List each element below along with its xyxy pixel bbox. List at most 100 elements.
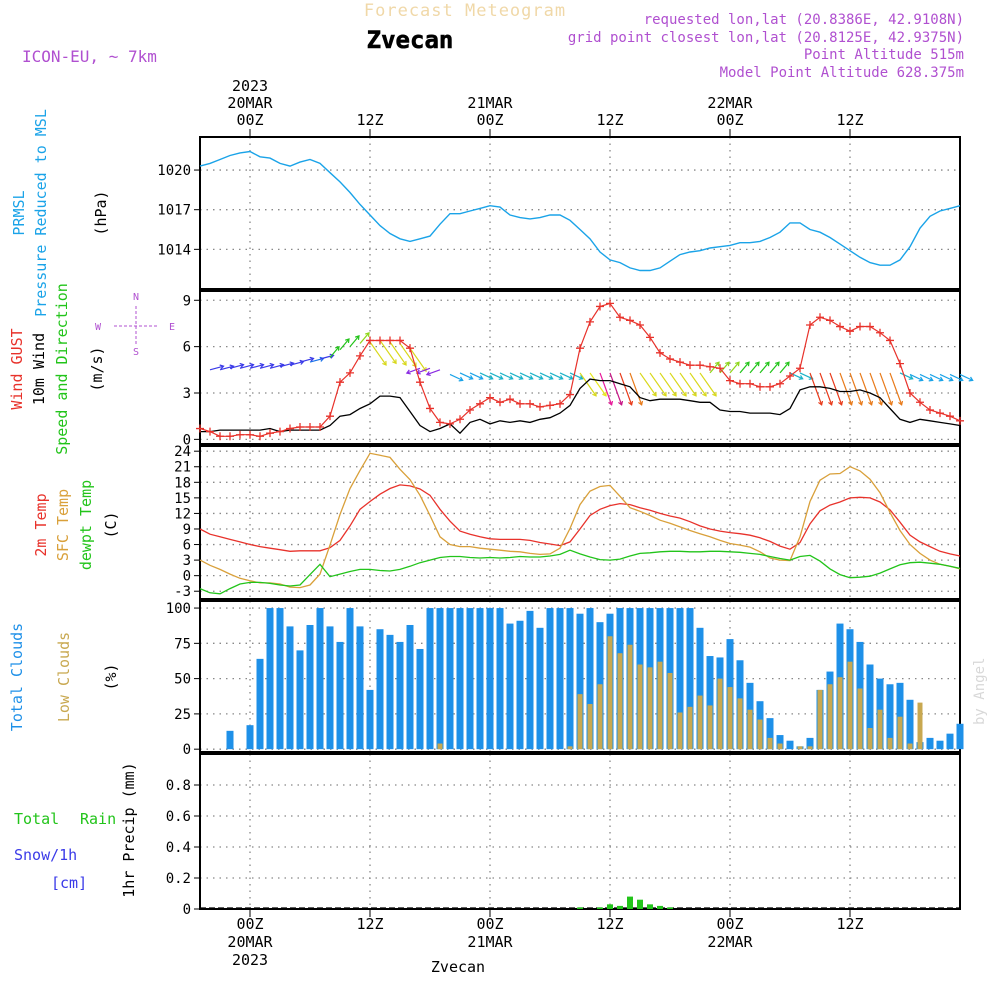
wind-gust-marker — [606, 299, 614, 308]
total-cloud-bar — [436, 608, 444, 750]
wind-gust-marker — [736, 379, 744, 388]
temp-2m-label: 2m Temp — [32, 493, 50, 556]
low-cloud-bar — [617, 653, 623, 750]
wind-arrow-head — [468, 375, 474, 380]
wind-gust-marker — [696, 361, 704, 370]
rain-bar — [627, 896, 633, 909]
wind-gust-marker — [506, 395, 514, 404]
total-cloud-bar — [496, 608, 504, 750]
total-label: Total — [14, 810, 59, 828]
wind-gust-marker — [476, 399, 484, 408]
total-cloud-bar — [426, 608, 434, 750]
wind-gust-marker — [836, 322, 844, 331]
wind-gust-marker — [296, 423, 304, 431]
wind-arrow-shaft — [389, 341, 407, 366]
wind-arrow-head — [735, 361, 740, 367]
wind-gust-marker — [516, 399, 524, 408]
wind-arrow-shaft — [426, 369, 441, 376]
total-cloud-bar — [306, 624, 314, 750]
low-cloud-bar — [757, 719, 763, 750]
wind-arrow-shaft — [589, 372, 607, 397]
wind-arrow-shaft — [889, 372, 903, 406]
rain-label: Rain — [80, 810, 116, 828]
total-cloud-bar — [486, 608, 494, 750]
wind-arrow-head — [412, 362, 417, 368]
x-tick-label: 2023 — [232, 77, 268, 95]
wind-arrow-head — [458, 376, 464, 382]
wind-gust-marker — [416, 378, 424, 387]
wind-arrow-head — [725, 361, 730, 367]
low-cloud-bar — [597, 684, 603, 750]
wind-arrow-head — [392, 359, 397, 365]
low-cloud-bar — [647, 667, 653, 750]
wind-arrow-head — [528, 375, 534, 380]
wind-arrow-head — [785, 361, 790, 367]
compass-north: N — [133, 292, 139, 303]
y-tick-label: 0 — [183, 432, 191, 448]
wind-arrow-shaft — [749, 361, 760, 374]
wind-gust-marker — [396, 336, 404, 345]
wind-arrow-head — [898, 400, 904, 406]
wind-gust-marker — [906, 389, 914, 397]
wind-arrow-head — [968, 376, 974, 382]
temp-2m-line — [199, 484, 961, 557]
precip-unit-label: 1hr Precip (mm) — [120, 762, 138, 897]
wind-arrow-head — [662, 391, 667, 397]
low-cloud-bar — [697, 695, 703, 750]
wind-gust-marker — [356, 351, 364, 360]
low-cloud-bar — [807, 746, 813, 750]
x-tick-label: 12Z — [836, 111, 863, 129]
wind-gust-marker — [496, 398, 504, 407]
wind-arrow-head — [958, 376, 964, 382]
wind-arrow-shaft — [599, 372, 613, 406]
panel-frame-wind — [199, 290, 961, 445]
wind-arrow-head — [652, 391, 657, 397]
wind-gust-marker — [366, 336, 374, 345]
wind-gust-marker — [546, 401, 554, 410]
y-tick-label: 12 — [174, 506, 191, 522]
y-tick-label: 9 — [183, 293, 191, 309]
wind-arrow-shaft — [769, 361, 780, 374]
wind-arrow-head — [918, 376, 924, 382]
total-cloud-bar — [806, 737, 814, 750]
low-clouds-label: Low Clouds — [55, 632, 73, 722]
low-cloud-bar — [897, 716, 903, 750]
wind-gust-marker — [926, 406, 934, 414]
wind-arrow-shaft — [539, 372, 553, 380]
wind-arrow-head — [558, 375, 564, 380]
wind-gust-marker — [956, 416, 964, 425]
wind-gust-marker — [786, 372, 794, 380]
total-cloud-bar — [276, 608, 284, 750]
wind-gust-marker — [716, 364, 724, 373]
snow-label: Snow/1h — [14, 846, 77, 864]
wind-arrow-head — [868, 400, 874, 406]
low-cloud-bar — [577, 694, 583, 750]
x-tick-label: 12Z — [836, 915, 863, 933]
wind-arrow-shaft — [819, 372, 833, 406]
wind-arrow-head — [498, 375, 504, 380]
wind-arrow-head — [828, 400, 834, 406]
wind-arrow-head — [365, 331, 370, 337]
watermark: by Angel — [972, 658, 988, 725]
y-tick-label: 3 — [183, 553, 191, 569]
y-tick-label: 0.6 — [166, 809, 191, 825]
y-tick-label: 0.2 — [166, 871, 191, 887]
x-tick-label: 12Z — [356, 915, 383, 933]
low-cloud-bar — [737, 698, 743, 750]
wind-gust-marker — [806, 321, 814, 329]
x-tick-label: 00Z — [716, 111, 743, 129]
low-cloud-bar — [867, 728, 873, 750]
wind-arrow-shaft — [279, 362, 294, 368]
wind-arrow-shaft — [479, 372, 493, 380]
wind-gust-marker — [656, 348, 664, 357]
total-cloud-bar — [776, 735, 784, 750]
wind-arrow-head — [425, 371, 431, 377]
y-tick-label: 0.8 — [166, 778, 191, 794]
x-tick-label: 21MAR — [467, 933, 513, 951]
wind-gust-marker — [376, 336, 384, 345]
wind-arrow-head — [928, 376, 934, 382]
wind-gust-marker — [576, 344, 584, 353]
y-tick-label: 0.4 — [166, 840, 191, 856]
wind-arrow-head — [219, 364, 225, 370]
